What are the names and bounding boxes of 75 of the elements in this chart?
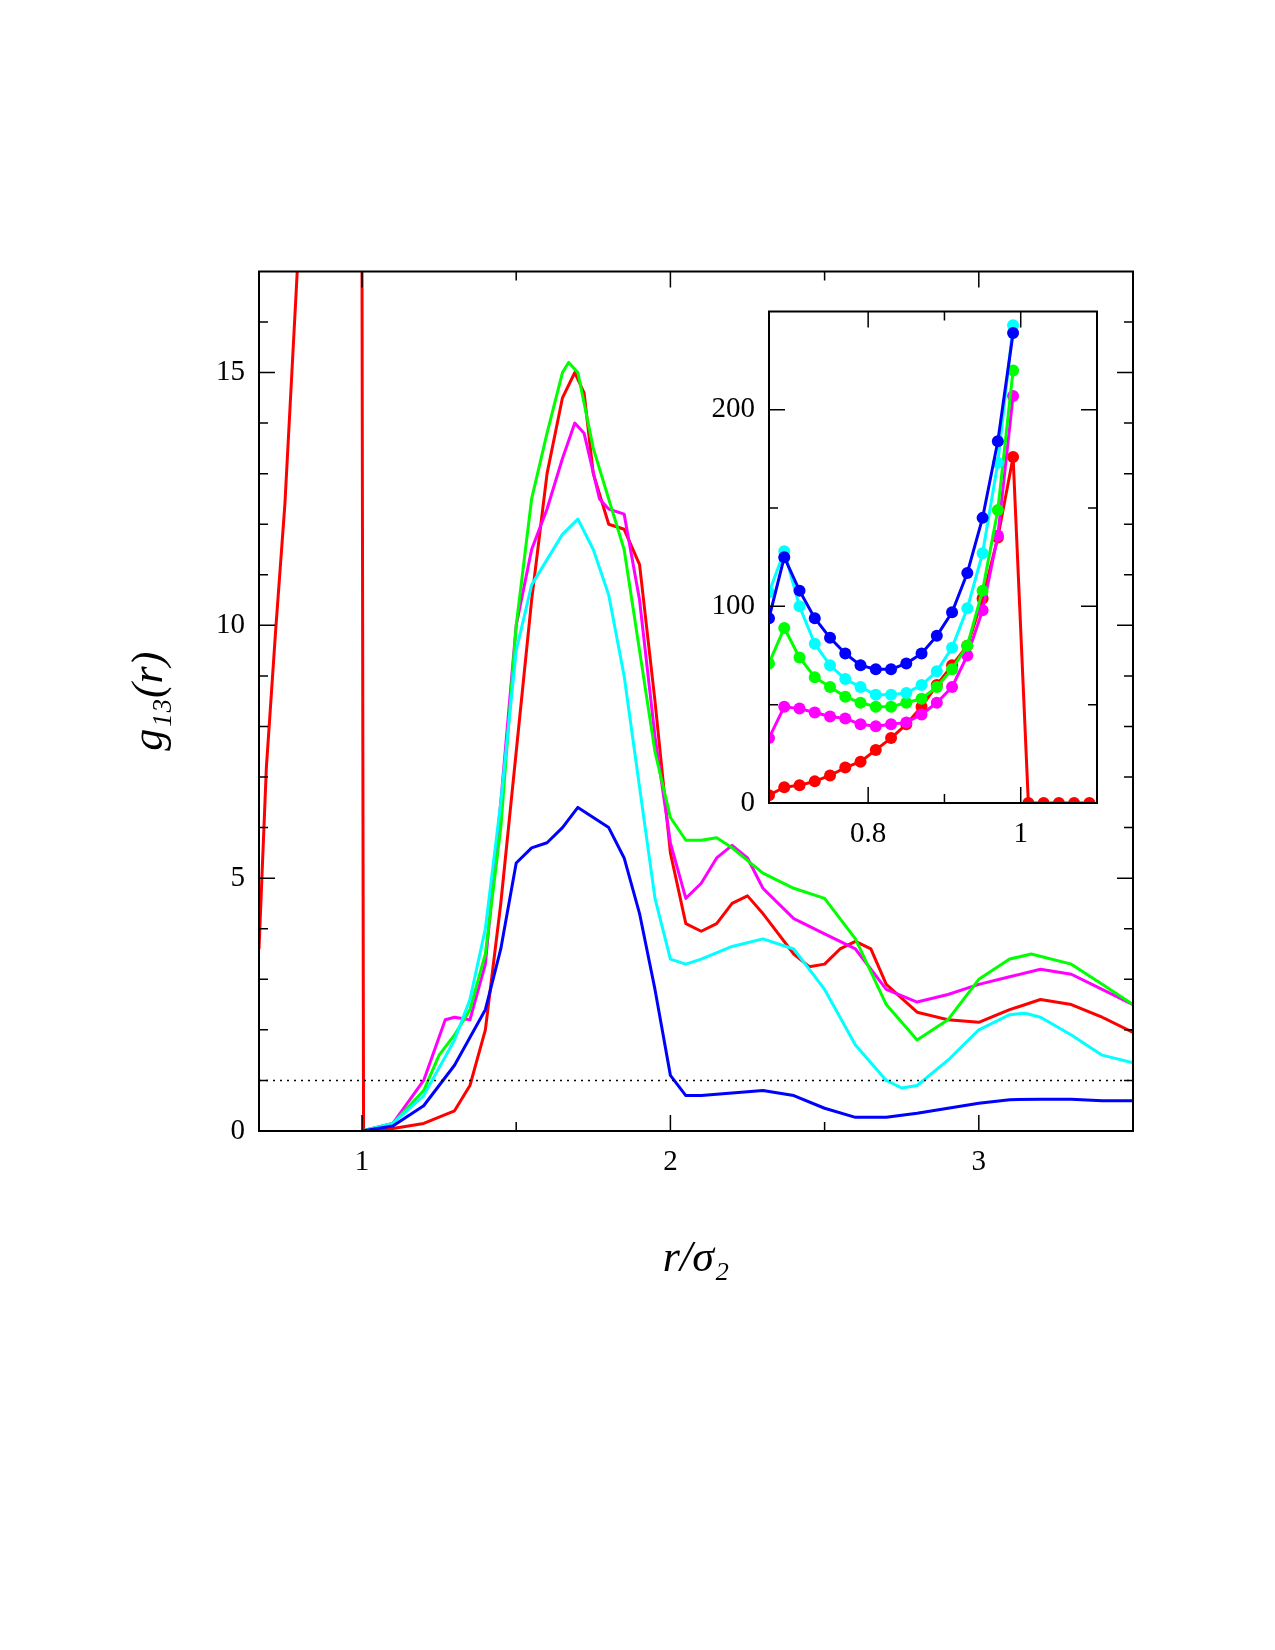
y-tick-label: 10 bbox=[216, 606, 245, 639]
point bbox=[976, 584, 989, 597]
point bbox=[854, 659, 867, 672]
point bbox=[824, 631, 837, 644]
point bbox=[885, 732, 898, 745]
point bbox=[808, 775, 821, 788]
point bbox=[930, 696, 943, 709]
point bbox=[869, 743, 882, 756]
point bbox=[793, 584, 806, 597]
point bbox=[839, 673, 852, 686]
point bbox=[839, 712, 852, 725]
y-tick-label: 100 bbox=[711, 587, 755, 620]
point bbox=[839, 761, 852, 774]
point bbox=[824, 680, 837, 693]
x-tick-label: 1 bbox=[354, 1144, 370, 1177]
point bbox=[930, 665, 943, 678]
point bbox=[778, 700, 791, 713]
point bbox=[1007, 327, 1020, 340]
x-tick-label: 1 bbox=[1013, 816, 1028, 849]
point bbox=[1007, 450, 1020, 463]
point bbox=[885, 718, 898, 731]
y-tick-label: 15 bbox=[216, 354, 245, 387]
point bbox=[808, 706, 821, 719]
y-tick-label: 0 bbox=[740, 784, 755, 817]
point bbox=[793, 651, 806, 664]
point bbox=[808, 671, 821, 684]
point bbox=[824, 659, 837, 672]
point bbox=[991, 504, 1004, 517]
x-tick-label: 3 bbox=[971, 1144, 987, 1177]
point bbox=[915, 679, 928, 692]
point bbox=[793, 702, 806, 715]
point bbox=[885, 700, 898, 713]
point bbox=[915, 692, 928, 705]
point bbox=[778, 551, 791, 564]
y-tick-label: 5 bbox=[230, 859, 245, 892]
point bbox=[869, 720, 882, 733]
y-axis-title: g₁₃(r) bbox=[122, 651, 172, 751]
point bbox=[778, 781, 791, 794]
point bbox=[961, 566, 974, 579]
point bbox=[839, 647, 852, 660]
point bbox=[778, 621, 791, 634]
point bbox=[793, 600, 806, 613]
point bbox=[900, 686, 913, 699]
y-tick-label: 200 bbox=[711, 391, 755, 424]
point bbox=[946, 641, 959, 654]
point bbox=[808, 637, 821, 650]
point bbox=[900, 657, 913, 670]
point bbox=[869, 700, 882, 713]
point bbox=[808, 612, 821, 625]
point bbox=[961, 602, 974, 615]
x-axis-title: r/σ₂ bbox=[662, 1232, 730, 1282]
point bbox=[976, 547, 989, 560]
point bbox=[854, 680, 867, 693]
point bbox=[976, 511, 989, 524]
point bbox=[869, 663, 882, 676]
point bbox=[854, 696, 867, 709]
point bbox=[915, 647, 928, 660]
point bbox=[854, 755, 867, 768]
point bbox=[793, 779, 806, 792]
point bbox=[869, 688, 882, 701]
x-tick-label: 0.8 bbox=[850, 816, 887, 849]
point bbox=[930, 629, 943, 642]
point bbox=[946, 606, 959, 619]
point bbox=[946, 663, 959, 676]
point bbox=[839, 690, 852, 703]
point bbox=[885, 688, 898, 701]
y-tick-label: 0 bbox=[230, 1112, 245, 1145]
point bbox=[946, 680, 959, 693]
point bbox=[824, 769, 837, 782]
point bbox=[824, 710, 837, 723]
point bbox=[885, 663, 898, 676]
point bbox=[991, 435, 1004, 448]
x-tick-label: 2 bbox=[663, 1144, 678, 1177]
point bbox=[854, 718, 867, 731]
point bbox=[915, 708, 928, 721]
